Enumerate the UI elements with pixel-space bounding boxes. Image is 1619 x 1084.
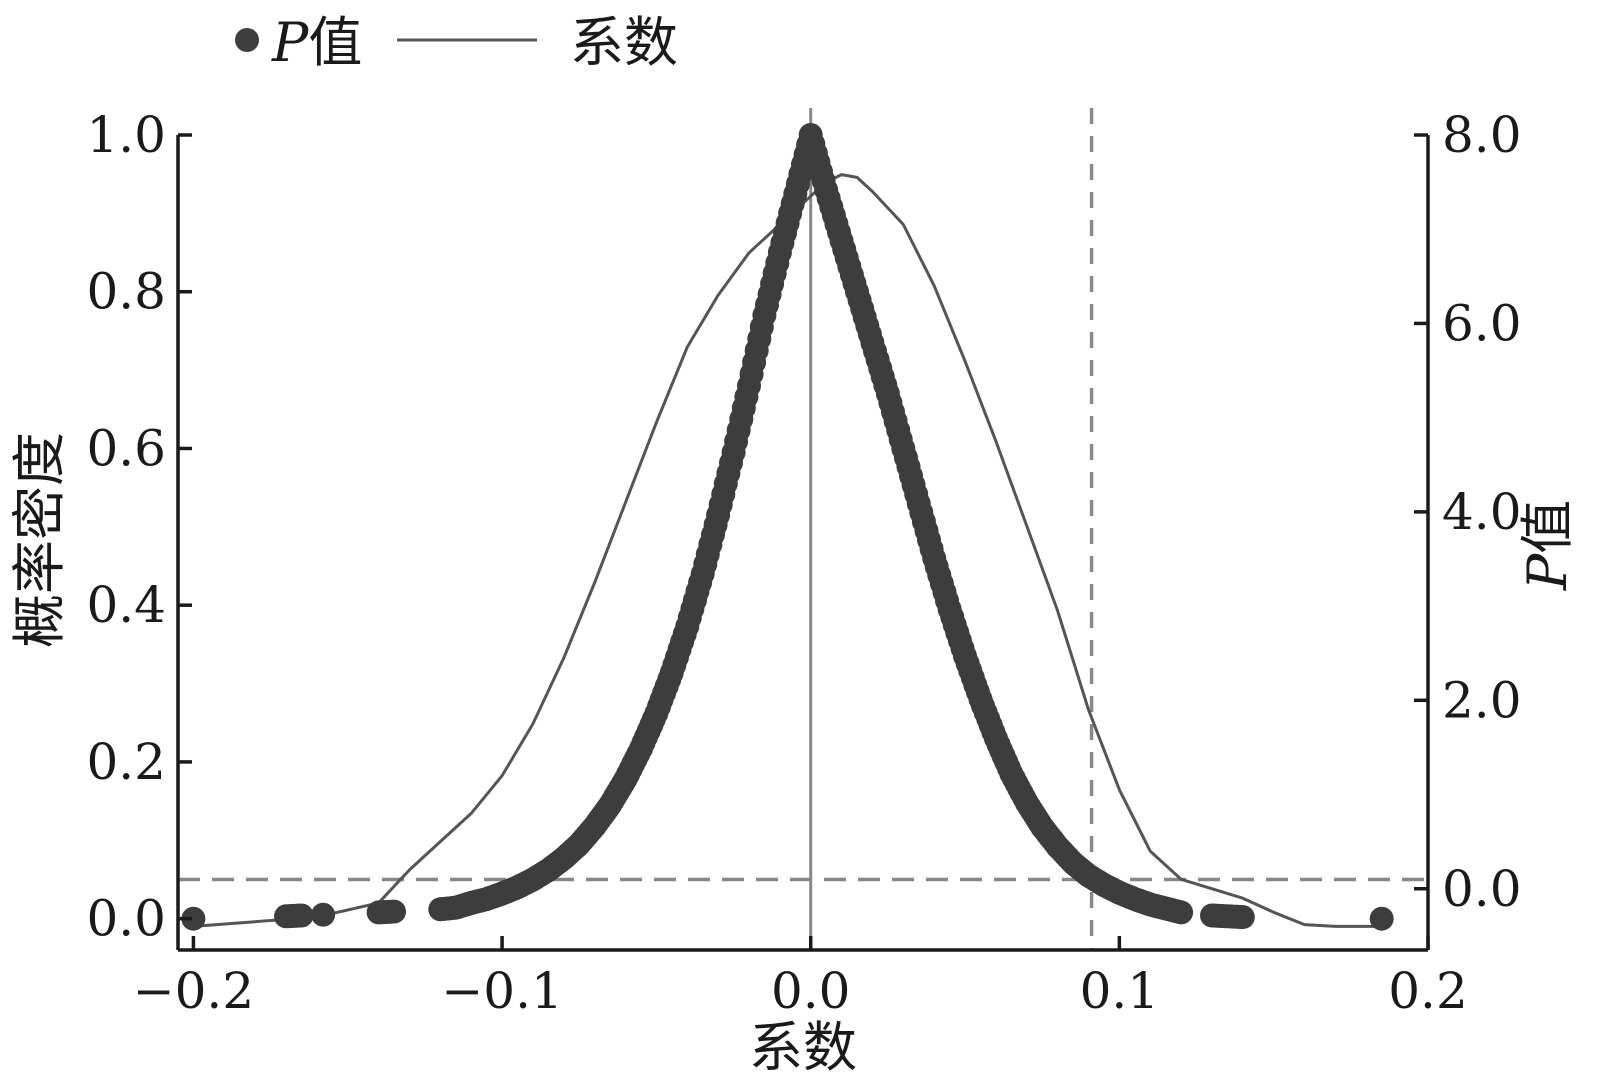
legend-coef-label: 系数: [570, 11, 678, 74]
y-right-tick-label-2: 4.0: [1442, 483, 1522, 541]
y-right-tick-label-0: 0.0: [1442, 860, 1522, 918]
pvalue-point-317: [1230, 905, 1255, 930]
pvalue-point-318: [1369, 906, 1394, 931]
x-tick-label-4: 0.2: [1388, 962, 1468, 1020]
x-tick-label-1: −0.1: [441, 962, 562, 1020]
x-axis-title: 系数: [749, 1016, 857, 1079]
coefficient-series: [193, 173, 1382, 928]
y-axis-right-ticks: 0.0 2.0 4.0 6.0 8.0: [1414, 106, 1522, 918]
y-left-tick-label-5: 1.0: [86, 106, 166, 164]
y-axis-right-title: P值: [1516, 500, 1579, 591]
y-right-tick-label-3: 6.0: [1442, 294, 1522, 352]
x-tick-label-2: 0.0: [771, 962, 851, 1020]
x-tick-label-0: −0.2: [133, 962, 254, 1020]
legend: P值 系数: [235, 11, 678, 74]
coefficient-density-line: [193, 173, 1382, 928]
pvalue-point-15: [382, 899, 406, 924]
pvalue-point-8: [311, 902, 336, 927]
pvalue-point-304: [1169, 900, 1194, 925]
reference-lines: [178, 108, 1428, 950]
y-left-tick-label-1: 0.2: [86, 733, 166, 791]
y-left-tick-label-0: 0.0: [86, 890, 166, 948]
y-right-tick-label-4: 8.0: [1442, 106, 1522, 164]
pvalue-point-0: [181, 906, 206, 931]
x-tick-label-3: 0.1: [1080, 962, 1160, 1020]
y-left-tick-label-2: 0.4: [86, 576, 166, 634]
x-axis-ticks: −0.2 −0.1 0.0 0.1 0.2: [133, 936, 1468, 1020]
y-left-tick-label-4: 0.8: [86, 263, 166, 321]
y-right-tick-label-1: 2.0: [1442, 671, 1522, 729]
pvalue-point-7: [289, 903, 314, 928]
y-axis-left-ticks: 0.0 0.2 0.4 0.6 0.8 1.0: [86, 106, 192, 948]
pvalue-series: [181, 123, 1394, 931]
y-left-tick-label-3: 0.6: [86, 419, 166, 477]
y-axis-left-title: 概率密度: [8, 432, 71, 648]
legend-pvalue-marker: [235, 28, 259, 52]
legend-pvalue-label: P值: [271, 11, 362, 74]
